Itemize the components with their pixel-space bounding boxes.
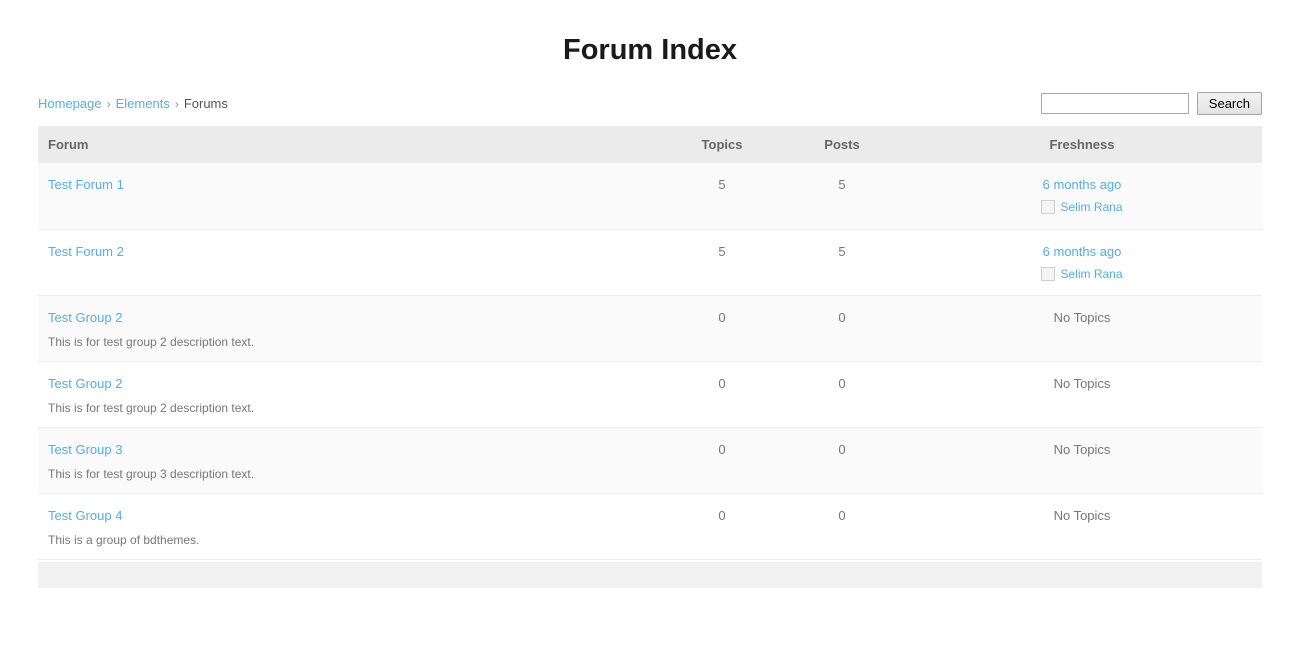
table-row: Test Group 3 This is for test group 3 de… bbox=[38, 427, 1262, 494]
topics-count: 5 bbox=[662, 163, 782, 230]
table-footer-bar bbox=[38, 561, 1262, 588]
topics-count: 0 bbox=[662, 493, 782, 560]
topics-count: 0 bbox=[662, 361, 782, 428]
table-row: Test Forum 1 5 5 6 months ago Selim Rana bbox=[38, 163, 1262, 230]
table-row: Test Group 2 This is for test group 2 de… bbox=[38, 295, 1262, 362]
forum-link[interactable]: Test Group 3 bbox=[48, 441, 123, 457]
forum-index-table: Forum Topics Posts Freshness Test Forum … bbox=[38, 126, 1262, 560]
forum-description: This is for test group 2 description tex… bbox=[48, 400, 255, 415]
column-header-forum: Forum bbox=[38, 126, 662, 163]
breadcrumb-separator: › bbox=[174, 96, 179, 111]
user-avatar bbox=[1041, 266, 1056, 281]
table-row: Test Forum 2 5 5 6 months ago Selim Rana bbox=[38, 229, 1262, 296]
topbar: Homepage › Elements › Forums Search bbox=[38, 91, 1262, 115]
user-avatar bbox=[1041, 200, 1056, 214]
breadcrumb: Homepage › Elements › Forums bbox=[38, 96, 228, 111]
column-header-posts: Posts bbox=[782, 126, 902, 163]
forum-link[interactable]: Test Forum 2 bbox=[48, 243, 124, 259]
search-button[interactable]: Search bbox=[1196, 91, 1262, 115]
breadcrumb-current-forums: Forums bbox=[183, 95, 228, 111]
column-header-freshness: Freshness bbox=[902, 126, 1262, 163]
breadcrumb-separator: › bbox=[106, 96, 111, 111]
forum-link[interactable]: Test Group 4 bbox=[48, 507, 123, 523]
forum-description: This is a group of bdthemes. bbox=[48, 532, 200, 547]
posts-count: 0 bbox=[782, 295, 902, 362]
posts-count: 5 bbox=[782, 163, 902, 230]
table-row: Test Group 2 This is for test group 2 de… bbox=[38, 361, 1262, 428]
author-link[interactable]: Selim Rana bbox=[1060, 200, 1123, 214]
author-link[interactable]: Selim Rana bbox=[1060, 266, 1123, 281]
posts-count: 0 bbox=[782, 493, 902, 560]
freshness-link[interactable]: 6 months ago bbox=[1042, 177, 1122, 192]
freshness-status: No Topics bbox=[902, 493, 1262, 560]
topics-count: 0 bbox=[662, 295, 782, 362]
topics-count: 0 bbox=[662, 427, 782, 494]
forum-link[interactable]: Test Forum 1 bbox=[48, 177, 124, 192]
breadcrumb-link-elements[interactable]: Elements bbox=[115, 95, 170, 111]
search-input[interactable] bbox=[1040, 92, 1189, 114]
forum-description: This is for test group 3 description tex… bbox=[48, 466, 255, 481]
posts-count: 0 bbox=[782, 361, 902, 428]
freshness-status: No Topics bbox=[902, 361, 1262, 428]
topics-count: 5 bbox=[662, 229, 782, 296]
freshness-status: No Topics bbox=[902, 427, 1262, 494]
posts-count: 0 bbox=[782, 427, 902, 494]
forum-description: This is for test group 2 description tex… bbox=[48, 334, 255, 349]
table-header-row: Forum Topics Posts Freshness bbox=[38, 126, 1262, 163]
forum-search-form: Search bbox=[1040, 91, 1262, 115]
posts-count: 5 bbox=[782, 229, 902, 296]
freshness-status: No Topics bbox=[902, 295, 1262, 362]
forum-link[interactable]: Test Group 2 bbox=[48, 375, 123, 391]
table-row: Test Group 4 This is a group of bdthemes… bbox=[38, 493, 1262, 560]
breadcrumb-link-homepage[interactable]: Homepage bbox=[38, 95, 102, 111]
page-title: Forum Index bbox=[562, 34, 737, 66]
column-header-topics: Topics bbox=[662, 126, 782, 163]
forum-link[interactable]: Test Group 2 bbox=[48, 309, 123, 325]
freshness-link[interactable]: 6 months ago bbox=[1042, 243, 1122, 259]
